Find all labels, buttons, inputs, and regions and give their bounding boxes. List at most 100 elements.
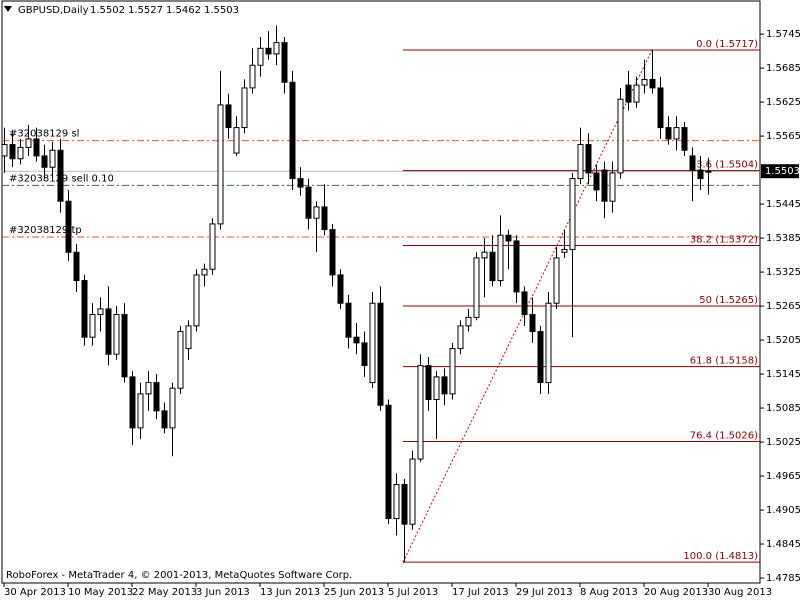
candle-body [593, 172, 600, 191]
candle-body [369, 302, 376, 384]
candle-body [41, 155, 48, 168]
candle-body [633, 84, 640, 103]
x-tick-label: 30 Apr 2013 [4, 587, 66, 598]
candle-body [401, 484, 408, 525]
y-tick-label: 1.4845 [766, 539, 800, 550]
candle-body [489, 251, 496, 282]
candle-body [657, 87, 664, 129]
order-label: #32038129 tp [9, 225, 82, 236]
candle-body [329, 229, 336, 276]
candle-body [193, 274, 200, 327]
candle-body [65, 200, 72, 253]
candle-body [233, 127, 240, 154]
candle-body [17, 146, 24, 160]
header-value: 1.5462 [166, 5, 201, 16]
menu-triangle[interactable] [4, 6, 12, 12]
candle-body [457, 325, 464, 350]
candle-body [433, 376, 440, 401]
candle-body [649, 78, 656, 89]
candle-body [89, 314, 96, 338]
fib-label: 0.0 (1.5717) [696, 39, 758, 50]
fib-label: 100.0 (1.4813) [683, 551, 758, 562]
candle-body [617, 98, 624, 174]
candle-body [697, 169, 704, 180]
y-tick-label: 1.5265 [766, 301, 800, 312]
candle-body [441, 376, 448, 395]
x-tick-label: 29 Jul 2013 [516, 587, 573, 598]
candle-body [393, 484, 400, 520]
candle-body [481, 251, 488, 259]
header-value: 1.5503 [204, 5, 239, 16]
candle-body [113, 314, 120, 355]
fib-label: 38.2 (1.5372) [690, 234, 758, 245]
candle-body [201, 268, 208, 276]
candle-body [689, 155, 696, 171]
y-tick-label: 1.5205 [766, 335, 800, 346]
fib-label: 61.8 (1.5158) [690, 356, 758, 367]
candle-body [265, 47, 272, 55]
candle-body [217, 104, 224, 225]
chart-title: GBPUSD,Daily [18, 5, 89, 16]
candle-body [673, 127, 680, 140]
candle-body [449, 348, 456, 395]
candle-body [353, 336, 360, 344]
candle-body [665, 127, 672, 140]
candle-body [81, 280, 88, 338]
y-tick-label: 1.5745 [766, 29, 800, 40]
candle-body [497, 234, 504, 282]
y-tick-label: 1.5565 [766, 131, 800, 142]
candle-body [273, 42, 280, 55]
candle-body [641, 78, 648, 86]
x-tick-label: 5 Jul 2013 [388, 587, 438, 598]
footer: RoboForex - MetaTrader 4, © 2001-2013, M… [6, 570, 352, 581]
x-tick-label: 22 May 2013 [132, 587, 197, 598]
header-value: 1.5527 [128, 5, 163, 16]
candle-body [129, 376, 136, 429]
candle-body [305, 186, 312, 219]
candle-body [225, 104, 232, 129]
last-price-box [761, 164, 799, 179]
candle-body [545, 302, 552, 384]
candle-body [537, 331, 544, 384]
y-tick-label: 1.5085 [766, 403, 800, 414]
candle-body [585, 144, 592, 174]
candle-body [25, 138, 32, 148]
y-tick-label: 1.5025 [766, 437, 800, 448]
candle-body [385, 404, 392, 520]
candle-body [625, 84, 632, 103]
candle-body [73, 251, 80, 282]
candle-body [521, 291, 528, 316]
y-tick-label: 1.4785 [766, 573, 800, 584]
candle-body [209, 223, 216, 270]
candle-body [49, 149, 56, 168]
candle-body [289, 81, 296, 180]
x-tick-label: 8 Aug 2013 [580, 587, 638, 598]
y-tick-label: 1.5445 [766, 199, 800, 210]
candle-body [361, 342, 368, 367]
candle-body [241, 87, 248, 129]
candle-body [601, 169, 608, 202]
fib-label: 23.6 (1.5504) [690, 160, 758, 171]
candle-body [377, 302, 384, 406]
candle-body [513, 240, 520, 293]
candle-body [465, 316, 472, 327]
candle-body [33, 138, 40, 157]
y-tick-label: 1.5145 [766, 369, 800, 380]
x-tick-label: 10 May 2013 [68, 587, 133, 598]
candle-body [137, 393, 144, 429]
candle-body [321, 206, 328, 231]
candle-body [185, 325, 192, 350]
candle-body [249, 64, 256, 89]
y-tick-label: 1.5325 [766, 267, 800, 278]
y-tick-label: 1.5685 [766, 63, 800, 74]
x-tick-label: 13 Jun 2013 [260, 587, 320, 598]
candle-body [473, 257, 480, 318]
x-tick-label: 3 Jun 2013 [196, 587, 250, 598]
candle-body [121, 314, 128, 378]
candle-body [161, 410, 168, 429]
candle-body [9, 144, 16, 160]
candle-body [409, 458, 416, 525]
candle-body [561, 248, 568, 253]
candle-body [153, 382, 160, 412]
